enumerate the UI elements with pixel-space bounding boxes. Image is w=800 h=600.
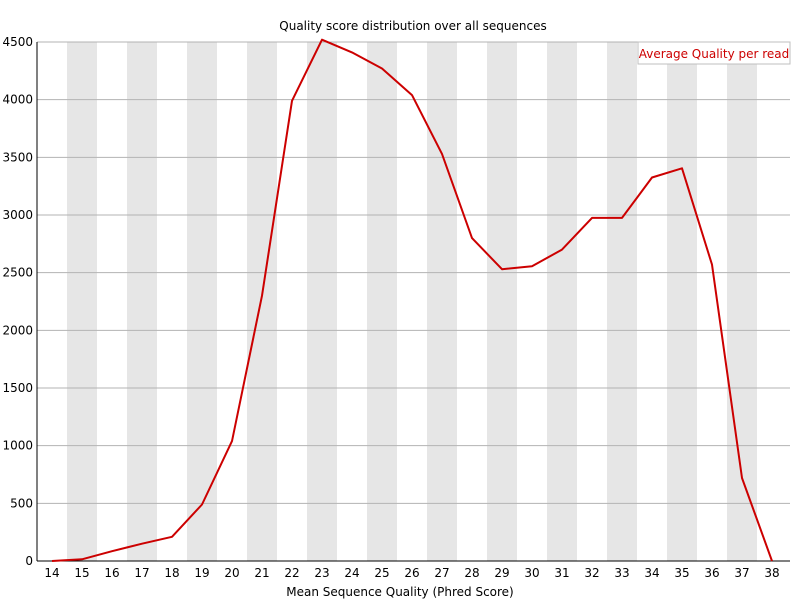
y-tick-4500: 4500 xyxy=(2,35,33,49)
x-tick-20: 20 xyxy=(224,566,239,580)
legend-box xyxy=(637,41,791,65)
x-tick-36: 36 xyxy=(704,566,719,580)
alternating-bands xyxy=(67,42,757,561)
y-tick-labels: 0 500 1000 1500 2000 2500 3000 3500 4000 4500 xyxy=(2,35,33,568)
x-axis-label: Mean Sequence Quality (Phred Score) xyxy=(286,585,514,599)
y-tick-2000: 2000 xyxy=(2,323,33,337)
band-29 xyxy=(487,42,517,561)
x-tick-28: 28 xyxy=(464,566,479,580)
band-15 xyxy=(67,42,97,561)
x-tick-23: 23 xyxy=(314,566,329,580)
y-tick-3500: 3500 xyxy=(2,150,33,164)
band-27 xyxy=(427,42,457,561)
y-tick-1500: 1500 xyxy=(2,381,33,395)
series-line-0 xyxy=(51,38,773,562)
band-37 xyxy=(727,42,757,561)
y-tick-500: 500 xyxy=(10,496,33,510)
x-tick-22: 22 xyxy=(284,566,299,580)
y-tick-2500: 2500 xyxy=(2,266,33,280)
band-31 xyxy=(547,42,577,561)
band-33 xyxy=(607,42,637,561)
x-tick-33: 33 xyxy=(614,566,629,580)
band-21 xyxy=(247,42,277,561)
x-tick-31: 31 xyxy=(554,566,569,580)
x-tick-19: 19 xyxy=(194,566,209,580)
y-tick-1000: 1000 xyxy=(2,439,33,453)
x-tick-26: 26 xyxy=(404,566,419,580)
chart-title: Quality score distribution over all sequ… xyxy=(279,19,546,33)
x-tick-labels: 14 15 16 17 18 19 20 21 22 23 24 25 26 27 28 29 30 31 32 33… xyxy=(44,566,779,580)
x-tick-32: 32 xyxy=(584,566,599,580)
y-tick-3000: 3000 xyxy=(2,208,33,222)
x-tick-25: 25 xyxy=(374,566,389,580)
x-tick-21: 21 xyxy=(254,566,269,580)
x-tick-14: 14 xyxy=(44,566,59,580)
legend: Average Quality per read xyxy=(637,41,791,65)
series-lines xyxy=(51,38,773,562)
x-tick-17: 17 xyxy=(134,566,149,580)
legend-entry: Average Quality per read xyxy=(639,47,790,61)
x-tick-35: 35 xyxy=(674,566,689,580)
y-tick-4000: 4000 xyxy=(2,93,33,107)
x-tick-15: 15 xyxy=(74,566,89,580)
band-17 xyxy=(127,42,157,561)
x-tick-37: 37 xyxy=(734,566,749,580)
x-tick-27: 27 xyxy=(434,566,449,580)
x-tick-34: 34 xyxy=(644,566,659,580)
band-35 xyxy=(667,42,697,561)
x-tick-18: 18 xyxy=(164,566,179,580)
band-19 xyxy=(187,42,217,561)
x-tick-24: 24 xyxy=(344,566,359,580)
band-25 xyxy=(367,42,397,561)
x-tick-16: 16 xyxy=(104,566,119,580)
band-23 xyxy=(307,42,337,561)
x-tick-30: 30 xyxy=(524,566,539,580)
x-tick-38: 38 xyxy=(764,566,779,580)
x-tick-29: 29 xyxy=(494,566,509,580)
y-tick-0: 0 xyxy=(25,554,33,568)
